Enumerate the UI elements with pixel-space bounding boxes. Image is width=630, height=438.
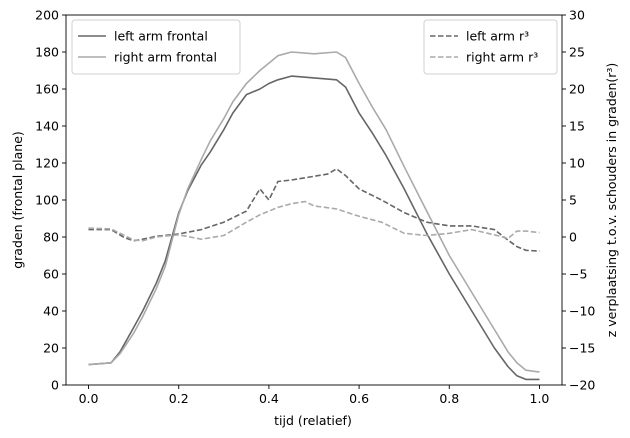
legend-entry: right arm r³ [466, 50, 538, 65]
y-left-tick-label: 180 [35, 45, 59, 60]
y-right-tick-label: 15 [569, 119, 585, 134]
y-right-tick-label: 30 [569, 8, 585, 23]
x-tick-label: 1.0 [530, 391, 550, 406]
y-left-tick-label: 160 [35, 82, 59, 97]
series-line-3 [88, 168, 540, 252]
x-tick-label: 0.2 [169, 391, 189, 406]
legend-entry: left arm frontal [114, 29, 208, 44]
y-left-tick-label: 0 [51, 378, 59, 393]
y-right-tick-label: −5 [569, 267, 587, 282]
series-line-2 [88, 51, 540, 373]
y-left-tick-label: 80 [43, 230, 59, 245]
series-line-1 [88, 75, 540, 381]
legend-right [423, 19, 558, 75]
y-right-tick-label: 25 [569, 45, 585, 60]
y-right-tick-label: 5 [569, 193, 577, 208]
y-left-tick-label: 100 [35, 193, 59, 208]
y-right-tick-label: 0 [569, 230, 577, 245]
series-line-4 [88, 200, 540, 242]
y-right-tick-label: −10 [569, 304, 595, 319]
legend-layer: left arm frontal right arm frontal left ar… [71, 19, 558, 75]
series-layer [88, 51, 540, 381]
y-left-tick-label: 120 [35, 156, 59, 171]
y-right-tick-label: 20 [569, 82, 585, 97]
y-axis-label-right: z verplaatsing t.o.v. schouders in grade… [604, 63, 619, 338]
y-left-tick-label: 60 [43, 267, 59, 282]
y-left-tick-label: 140 [35, 119, 59, 134]
y-left-tick-label: 40 [43, 304, 59, 319]
legend-left [71, 19, 241, 75]
axes-layer: 0.0 0.2 0.4 0.6 0.8 1.00204060801001201401601… [35, 8, 595, 407]
y-left-tick-label: 200 [35, 8, 59, 23]
x-tick-label: 0.8 [439, 391, 459, 406]
y-right-tick-label: −15 [569, 341, 595, 356]
y-right-tick-label: −20 [569, 378, 595, 393]
y-axis-label-left: graden (frontal plane) [10, 131, 25, 269]
x-tick-label: 0.4 [259, 391, 279, 406]
x-tick-label: 0.0 [79, 391, 99, 406]
y-right-tick-label: 10 [569, 156, 585, 171]
x-tick-label: 0.6 [349, 391, 369, 406]
x-axis-label: tijd (relatief) [274, 413, 352, 428]
legend-entry: right arm frontal [114, 50, 217, 65]
legend-entry: left arm r³ [466, 29, 529, 44]
y-left-tick-label: 20 [43, 341, 59, 356]
